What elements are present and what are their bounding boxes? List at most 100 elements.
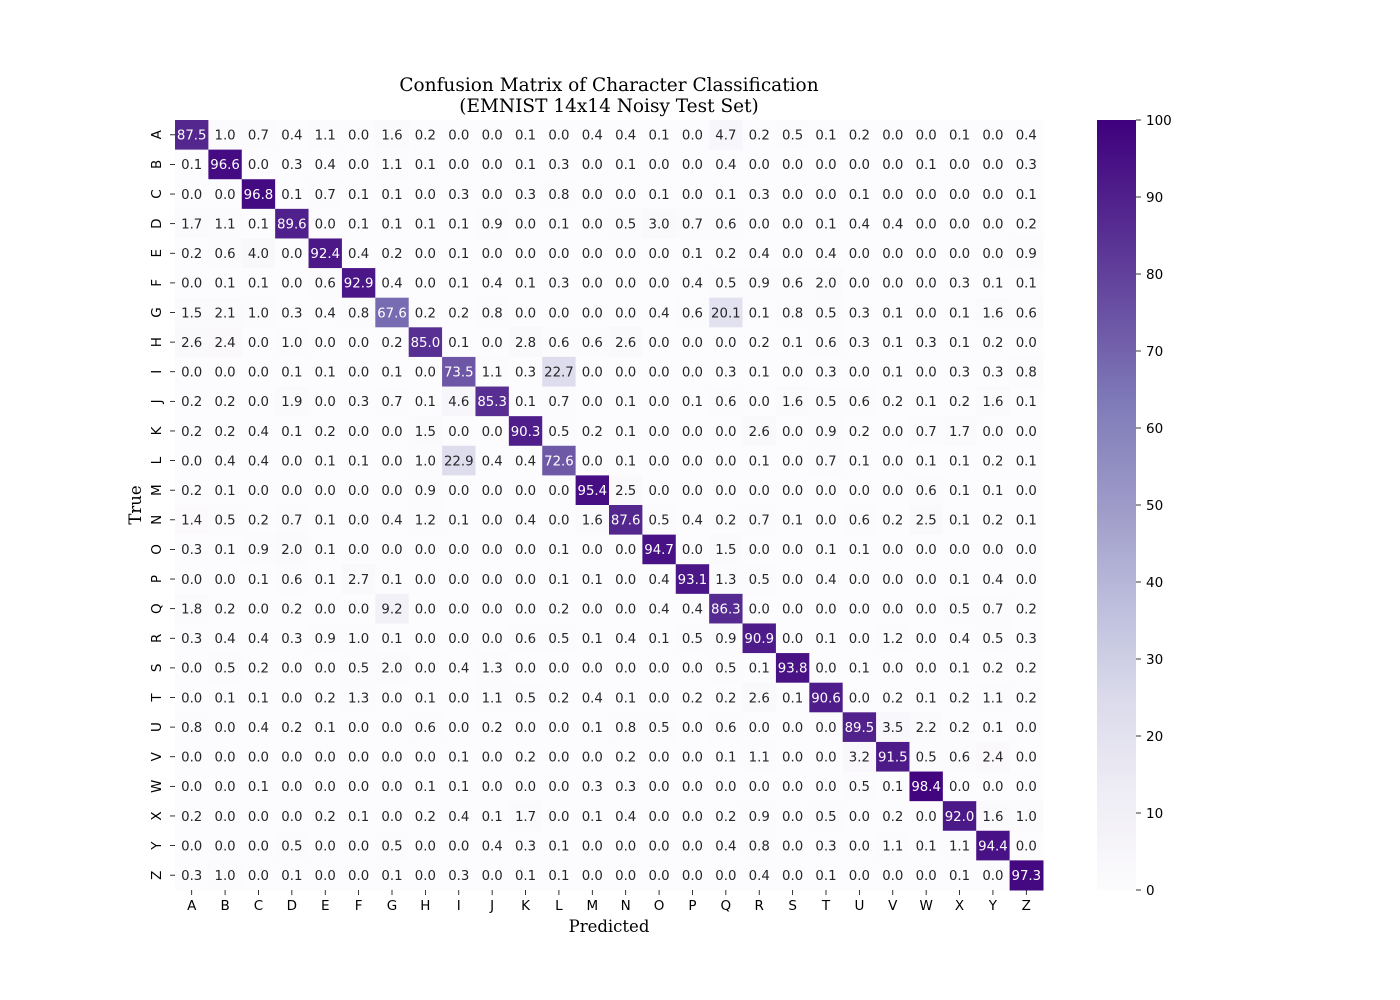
cell-value-label: 0.0 [715,484,736,499]
heatmap-cell [275,801,310,832]
cell-value-label: 0.0 [782,869,803,884]
cell-value-label: 2.6 [615,336,636,351]
cell-value-label: 0.0 [381,810,402,825]
cell-value-label: 0.7 [682,217,703,232]
cell-value-label: 0.4 [482,277,503,292]
heatmap-cell [175,534,209,565]
heatmap-cell [809,860,844,891]
heatmap-cell [575,445,610,476]
heatmap-cell [308,741,343,773]
cell-value-label: 89.5 [845,721,875,736]
heatmap-cell [775,653,810,684]
cell-value-label: 0.0 [782,839,803,854]
cell-value-label: 0.8 [1016,366,1037,381]
colorbar-tick-label: 0 [1146,883,1155,899]
heatmap-cell [508,120,543,151]
cell-value-label: 0.2 [882,395,903,410]
heatmap-cell [709,564,744,595]
heatmap-cell [1009,712,1044,743]
cell-value-label: 0.1 [615,395,636,410]
heatmap-cell [809,712,844,743]
cell-value-label: 0.0 [1016,780,1037,795]
cell-value-label: 0.2 [715,810,736,825]
heatmap-cell [809,623,844,654]
heatmap-cell [909,653,944,684]
cell-value-label: 0.0 [782,751,803,766]
cell-value-label: 0.0 [415,573,436,588]
heatmap-cell [976,593,1011,624]
heatmap-cell [208,741,243,773]
cell-value-label: 0.0 [882,188,903,203]
heatmap-cell [341,179,376,210]
cell-value-label: 0.0 [348,869,369,884]
cell-value-label: 0.8 [181,721,202,736]
heatmap-cell [442,356,476,388]
heatmap-cell [775,741,810,773]
cell-value-label: 0.0 [381,721,402,736]
heatmap-cell [709,593,744,624]
heatmap-cell [442,623,476,654]
cell-value-label: 0.0 [415,662,436,677]
cell-value-label: 0.0 [381,425,402,440]
heatmap-cell [308,801,343,832]
heatmap-cell [909,356,944,388]
heatmap-cell [709,268,744,299]
heatmap-cell [175,830,209,861]
heatmap-cell [842,682,877,713]
heatmap-cell [275,593,310,624]
heatmap-cell [976,120,1011,151]
heatmap-cell [909,682,944,713]
heatmap-cell [375,771,410,802]
x-tick-label: U [854,898,864,914]
heatmap-cell [609,712,643,743]
cell-value-label: 9.2 [381,602,402,617]
cell-value-label: 0.6 [849,395,870,410]
cell-value-label: 0.0 [348,425,369,440]
heatmap-cell [241,386,276,417]
heatmap-cell [341,356,376,388]
cell-value-label: 0.5 [648,514,669,529]
cell-value-label: 0.2 [415,810,436,825]
cell-value-label: 0.1 [248,780,269,795]
cell-value-label: 1.2 [882,632,903,647]
cell-value-label: 0.4 [615,810,636,825]
cell-value-label: 0.1 [682,247,703,262]
cell-value-label: 0.0 [916,602,937,617]
cell-value-label: 0.0 [214,721,235,736]
cell-value-label: 0.1 [281,869,302,884]
cell-value-label: 0.0 [916,573,937,588]
heatmap-cell [675,593,710,624]
heatmap-cell [308,564,343,595]
heatmap-cell [575,653,610,684]
cell-value-label: 0.1 [949,662,970,677]
cell-value-label: 0.0 [849,810,870,825]
heatmap-cell [408,830,443,861]
heatmap-cell [341,534,376,565]
heatmap-cell [375,593,410,624]
cell-value-label: 1.9 [281,395,302,410]
heatmap-cell [742,179,777,210]
heatmap-cell [642,238,677,269]
cell-value-label: 0.0 [982,425,1003,440]
cell-value-label: 0.0 [815,780,836,795]
cell-value-label: 0.0 [982,188,1003,203]
cell-value-label: 0.1 [815,217,836,232]
cell-value-label: 0.0 [715,454,736,469]
heatmap-cell [542,830,577,861]
heatmap-cell [542,268,577,299]
cell-value-label: 0.0 [582,395,603,410]
cell-value-label: 0.0 [281,780,302,795]
cell-value-label: 0.0 [682,425,703,440]
heatmap-cell [909,534,944,565]
heatmap-cell [876,653,910,684]
heatmap-cell [709,238,744,269]
cell-value-label: 0.0 [448,632,469,647]
heatmap-cell [508,564,543,595]
heatmap-cell [442,682,476,713]
heatmap-cell [442,505,476,536]
heatmap-cell [809,564,844,595]
heatmap-cell [642,505,677,536]
cell-value-label: 0.0 [815,514,836,529]
cell-value-label: 1.1 [214,217,235,232]
heatmap-cell [175,593,209,624]
